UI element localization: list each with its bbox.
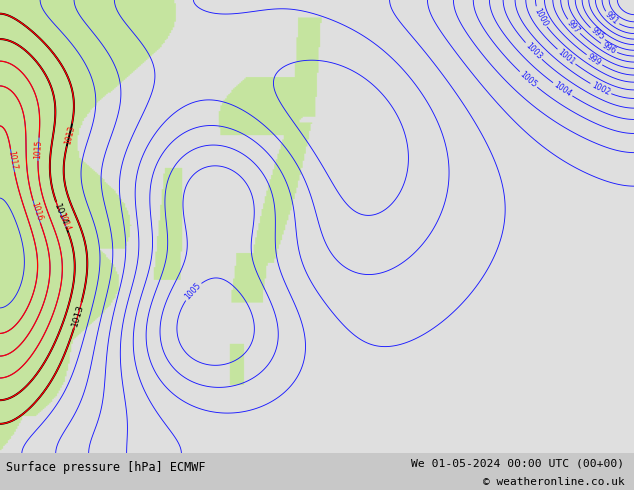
Text: 1005: 1005 (518, 70, 538, 89)
Text: 1000: 1000 (532, 6, 549, 28)
Text: 1016: 1016 (29, 201, 44, 222)
Text: 1004: 1004 (552, 80, 573, 98)
Text: 1002: 1002 (590, 81, 611, 98)
Text: 1005: 1005 (183, 281, 203, 301)
Text: 999: 999 (586, 52, 603, 68)
Text: 997: 997 (566, 18, 582, 35)
Text: 995: 995 (589, 26, 606, 42)
Text: 1013: 1013 (70, 303, 86, 328)
Text: We 01-05-2024 00:00 UTC (00+00): We 01-05-2024 00:00 UTC (00+00) (411, 459, 624, 468)
Text: Surface pressure [hPa] ECMWF: Surface pressure [hPa] ECMWF (6, 462, 206, 474)
Text: 1014: 1014 (53, 202, 70, 227)
Text: 1001: 1001 (556, 47, 576, 67)
Text: 991: 991 (604, 10, 620, 26)
Text: 996: 996 (600, 41, 618, 56)
Text: 1013: 1013 (63, 124, 76, 146)
Text: 1015: 1015 (34, 139, 43, 159)
Text: 1014: 1014 (56, 211, 72, 232)
Text: © weatheronline.co.uk: © weatheronline.co.uk (482, 477, 624, 487)
Text: 1003: 1003 (524, 41, 543, 61)
Text: 1017: 1017 (6, 150, 18, 171)
